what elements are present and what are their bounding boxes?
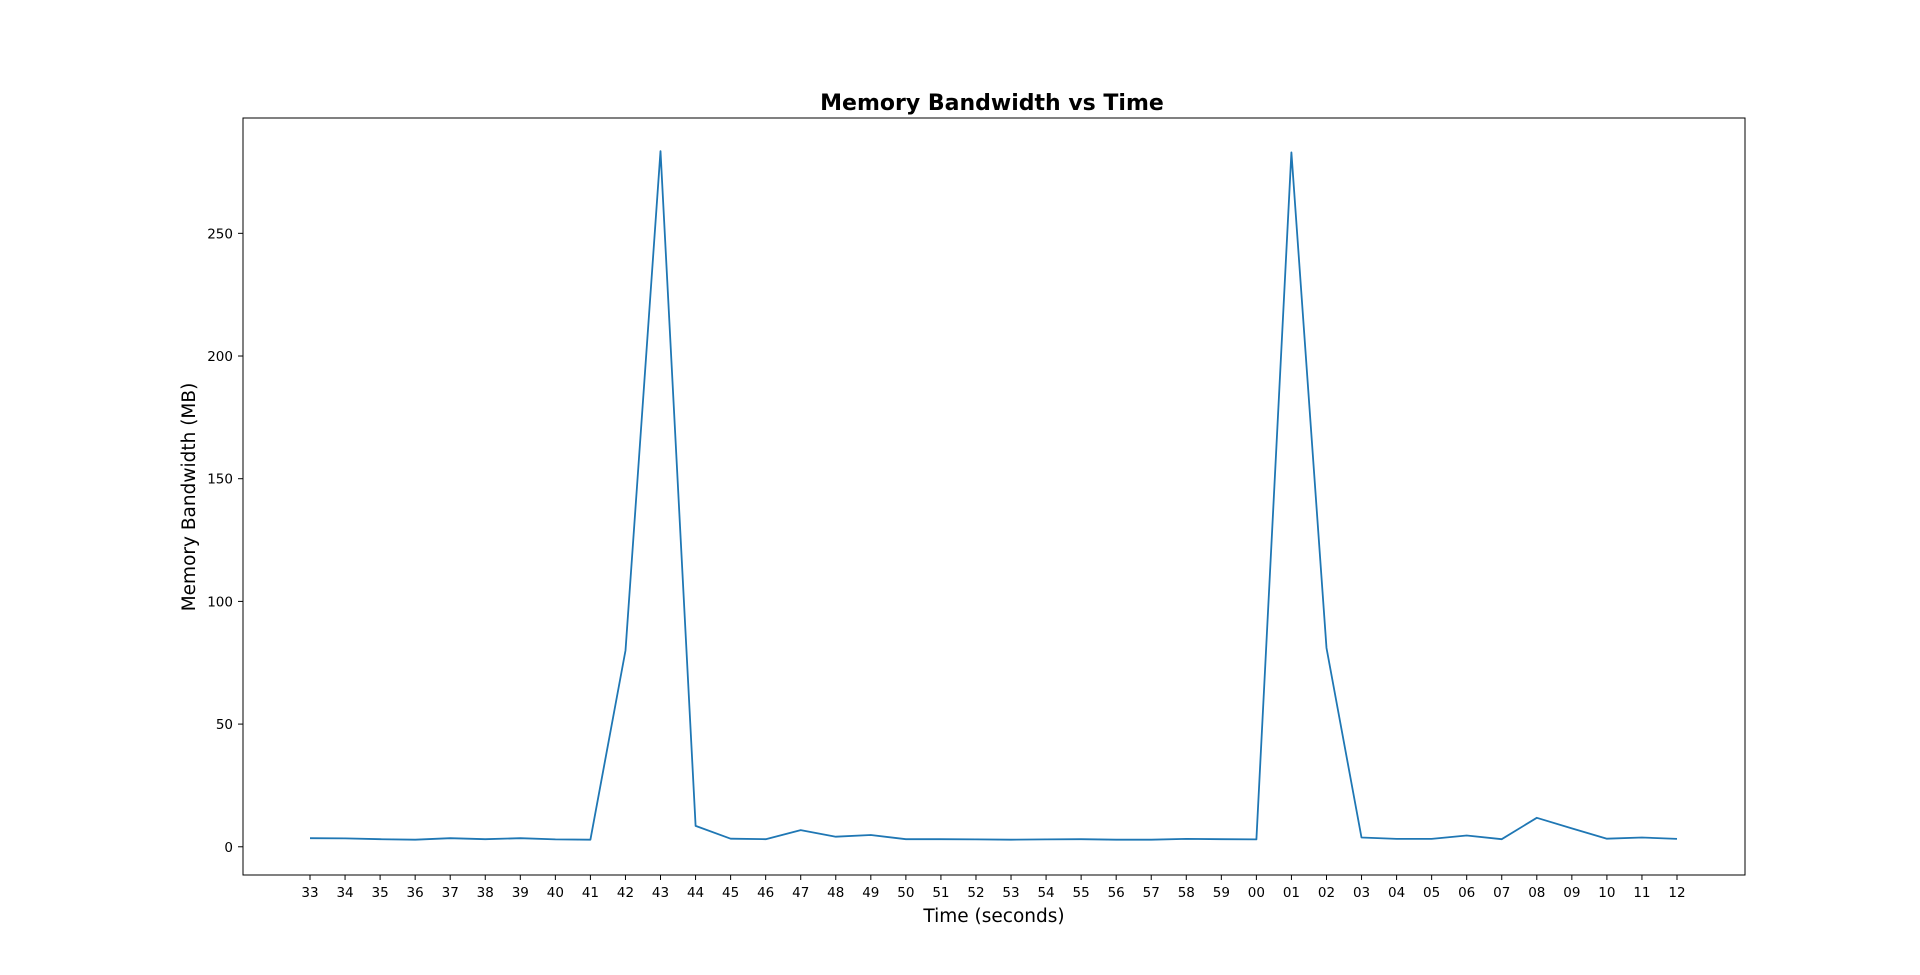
x-tick-label: 51 [932, 885, 949, 901]
x-tick-label: 06 [1458, 885, 1475, 901]
y-tick-label: 100 [207, 594, 233, 610]
x-tick-label: 39 [512, 885, 529, 901]
y-tick-label: 150 [207, 472, 233, 488]
x-tick-label: 38 [477, 885, 494, 901]
x-tick-label: 04 [1388, 885, 1405, 901]
x-tick-label: 58 [1178, 885, 1195, 901]
x-tick-label: 35 [372, 885, 389, 901]
y-tick-label: 50 [216, 717, 233, 733]
x-tick-label: 50 [897, 885, 914, 901]
chart-title: Memory Bandwidth vs Time [820, 91, 1164, 116]
x-tick-label: 56 [1108, 885, 1125, 901]
x-tick-label: 03 [1353, 885, 1370, 901]
x-tick-label: 01 [1283, 885, 1300, 901]
x-tick-label: 02 [1318, 885, 1335, 901]
x-tick-label: 05 [1423, 885, 1440, 901]
y-tick-label: 0 [224, 840, 233, 856]
x-tick-label: 41 [582, 885, 599, 901]
x-tick-label: 00 [1248, 885, 1265, 901]
x-tick-label: 44 [687, 885, 704, 901]
x-tick-label: 42 [617, 885, 634, 901]
x-tick-label: 33 [301, 885, 318, 901]
x-tick-label: 07 [1493, 885, 1510, 901]
series-line [309, 150, 1678, 841]
x-tick-label: 11 [1633, 885, 1650, 901]
x-tick-label: 55 [1073, 885, 1090, 901]
x-axis-label: Time (seconds) [922, 906, 1064, 927]
x-tick-label: 12 [1668, 885, 1685, 901]
x-tick-label: 09 [1563, 885, 1580, 901]
x-tick-label: 37 [442, 885, 459, 901]
x-tick-label: 36 [407, 885, 424, 901]
x-tick-label: 45 [722, 885, 739, 901]
x-tick-label: 46 [757, 885, 774, 901]
series-layer [309, 150, 1678, 841]
x-tick-label: 40 [547, 885, 564, 901]
y-axis-label: Memory Bandwidth (MB) [179, 383, 200, 612]
x-tick-label: 08 [1528, 885, 1545, 901]
x-axis: 33 34 35 36 37 38 39 40 41 42 43 44 45 46 47 48 49 50 51 52… [301, 875, 1686, 901]
y-tick-label: 250 [207, 226, 233, 242]
x-tick-label: 47 [792, 885, 809, 901]
x-tick-label: 43 [652, 885, 669, 901]
x-tick-label: 34 [336, 885, 353, 901]
x-tick-label: 57 [1143, 885, 1160, 901]
x-tick-label: 10 [1598, 885, 1615, 901]
x-tick-label: 48 [827, 885, 844, 901]
plot-area [242, 117, 1746, 876]
x-tick-label: 49 [862, 885, 879, 901]
x-tick-label: 52 [967, 885, 984, 901]
y-axis: 0 50 100 150 200 250 [207, 226, 243, 856]
y-tick-label: 200 [207, 349, 233, 365]
x-tick-label: 53 [1002, 885, 1019, 901]
x-tick-label: 59 [1213, 885, 1230, 901]
x-tick-label: 54 [1037, 885, 1054, 901]
